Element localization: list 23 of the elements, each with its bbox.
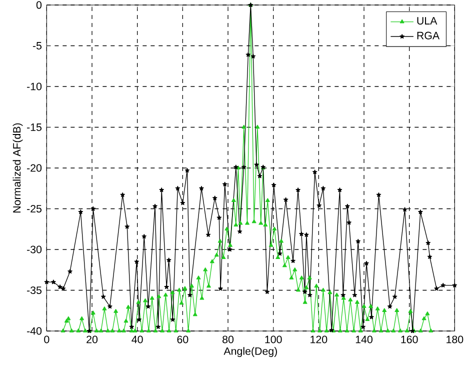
x-tick-label: 180 <box>446 336 464 344</box>
x-tick-label: 100 <box>265 336 282 344</box>
x-tick-label: 80 <box>222 336 234 344</box>
y-tick-label: -40 <box>27 327 42 335</box>
x-tick-label: 40 <box>132 336 143 344</box>
y-tick-label: -25 <box>27 204 42 213</box>
legend-label: RGA <box>417 32 440 40</box>
y-tick-label: 0 <box>36 1 42 9</box>
x-tick-label: 120 <box>310 336 328 344</box>
x-tick-label: 140 <box>356 336 372 344</box>
y-tick-label: -10 <box>27 82 42 90</box>
legend-label: ULA <box>417 17 438 25</box>
x-tick-label: 160 <box>401 336 418 344</box>
y-tick-label: -35 <box>27 286 42 294</box>
y-tick-label: -5 <box>32 42 42 50</box>
x-tick-label: 0 <box>44 336 50 344</box>
y-axis-title: Normalized AF(dB) <box>12 123 23 212</box>
y-tick-label: -20 <box>27 164 42 172</box>
y-tick-label: -30 <box>27 246 42 254</box>
y-tick-label: -15 <box>27 124 42 131</box>
x-tick-label: 60 <box>177 336 188 344</box>
x-axis-title: Angle(Deg) <box>224 347 277 358</box>
x-tick-label: 20 <box>86 336 98 344</box>
